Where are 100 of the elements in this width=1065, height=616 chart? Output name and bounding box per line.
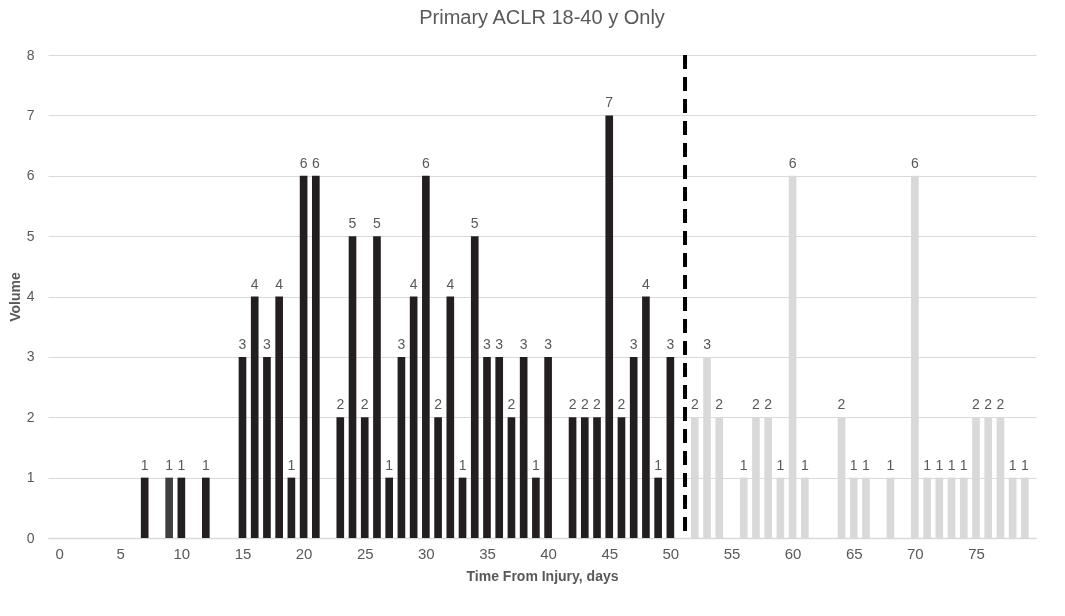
y-tick-label: 4 bbox=[26, 288, 35, 304]
bar bbox=[360, 417, 369, 538]
bar bbox=[263, 356, 271, 538]
data-label: 1 bbox=[739, 456, 748, 473]
data-label: 1 bbox=[531, 456, 540, 473]
data-label: 3 bbox=[544, 335, 553, 352]
data-label: 1 bbox=[287, 456, 296, 473]
bar bbox=[373, 236, 381, 538]
data-label: 4 bbox=[250, 275, 259, 292]
data-label: 3 bbox=[483, 335, 492, 352]
data-label: 2 bbox=[593, 396, 602, 413]
x-tick-label: 20 bbox=[295, 544, 313, 562]
data-label: 6 bbox=[311, 154, 320, 171]
data-label: 1 bbox=[140, 456, 149, 473]
data-label: 2 bbox=[972, 396, 981, 413]
bar bbox=[642, 296, 650, 538]
data-label: 3 bbox=[238, 335, 247, 352]
x-tick-label: 10 bbox=[173, 544, 191, 562]
data-label: 1 bbox=[177, 456, 186, 473]
y-tick-label: 6 bbox=[26, 167, 35, 184]
data-label: 1 bbox=[959, 456, 968, 473]
x-tick-label: 40 bbox=[540, 544, 557, 562]
bar bbox=[519, 356, 528, 538]
data-label: 1 bbox=[458, 456, 467, 473]
data-label: 1 bbox=[1008, 456, 1017, 473]
bar bbox=[605, 115, 614, 538]
data-label: 1 bbox=[201, 456, 210, 473]
data-label: 6 bbox=[788, 154, 797, 171]
data-label: 2 bbox=[580, 396, 589, 413]
y-tick-label: 0 bbox=[26, 529, 35, 546]
bar bbox=[201, 477, 210, 538]
bar bbox=[422, 175, 430, 538]
bar bbox=[238, 356, 247, 538]
bar bbox=[470, 236, 479, 538]
x-tick-label: 55 bbox=[723, 544, 741, 562]
data-label: 2 bbox=[507, 396, 516, 413]
bar bbox=[532, 477, 540, 538]
data-label: 5 bbox=[373, 215, 382, 232]
data-label: 3 bbox=[495, 335, 504, 352]
data-label: 4 bbox=[275, 275, 284, 292]
x-tick-label: 0 bbox=[55, 544, 64, 562]
data-label: 7 bbox=[605, 94, 614, 111]
data-label: 3 bbox=[263, 335, 272, 352]
bar bbox=[250, 296, 259, 538]
x-tick-label: 25 bbox=[356, 544, 374, 562]
y-tick-label: 3 bbox=[26, 348, 35, 365]
bar bbox=[568, 417, 577, 538]
data-label: 6 bbox=[421, 154, 430, 171]
bar bbox=[275, 296, 283, 538]
bar bbox=[299, 175, 308, 538]
y-tick-label: 5 bbox=[26, 227, 35, 244]
bar bbox=[483, 356, 491, 538]
data-label: 2 bbox=[996, 396, 1005, 413]
data-label: 2 bbox=[360, 396, 369, 413]
bar bbox=[629, 356, 638, 538]
y-tick-label: 1 bbox=[26, 469, 35, 486]
bar bbox=[495, 356, 504, 538]
data-label: 2 bbox=[837, 396, 846, 413]
x-tick-label: 30 bbox=[418, 544, 435, 562]
data-label: 4 bbox=[446, 275, 455, 292]
data-label: 1 bbox=[776, 456, 785, 473]
data-label: 1 bbox=[654, 456, 663, 473]
data-label: 1 bbox=[800, 456, 809, 473]
bar bbox=[580, 417, 589, 538]
data-label: 2 bbox=[715, 396, 724, 413]
data-label: 5 bbox=[348, 215, 357, 232]
chart-title: Primary ACLR 18-40 y Only bbox=[419, 6, 665, 28]
bar bbox=[409, 296, 418, 538]
data-label: 2 bbox=[617, 396, 626, 413]
data-label: 1 bbox=[862, 456, 871, 473]
y-axis-title: Volume bbox=[6, 272, 23, 322]
x-tick-label: 70 bbox=[907, 544, 924, 562]
x-tick-label: 50 bbox=[662, 544, 680, 562]
data-label: 4 bbox=[409, 275, 418, 292]
data-label: 1 bbox=[385, 456, 394, 473]
data-label: 2 bbox=[434, 396, 443, 413]
data-label: 6 bbox=[299, 154, 308, 171]
bar bbox=[666, 356, 675, 538]
bar bbox=[654, 477, 662, 538]
bar bbox=[177, 477, 186, 538]
data-label: 1 bbox=[165, 456, 174, 473]
bar bbox=[348, 236, 357, 538]
data-label: 1 bbox=[849, 456, 858, 473]
bar bbox=[446, 296, 455, 538]
data-label: 2 bbox=[690, 396, 699, 413]
bar bbox=[336, 417, 345, 538]
bar bbox=[140, 477, 149, 538]
data-label: 1 bbox=[886, 456, 895, 473]
bar bbox=[397, 356, 406, 538]
data-label: 2 bbox=[336, 396, 345, 413]
bar bbox=[287, 477, 296, 538]
bar bbox=[165, 477, 173, 538]
x-tick-label: 5 bbox=[116, 544, 125, 562]
data-label: 5 bbox=[470, 215, 479, 232]
data-label: 2 bbox=[984, 396, 993, 413]
data-label: 3 bbox=[397, 335, 406, 352]
data-label: 3 bbox=[703, 335, 712, 352]
x-tick-label: 60 bbox=[784, 544, 802, 562]
data-label: 1 bbox=[923, 456, 932, 473]
x-tick-label: 65 bbox=[845, 544, 863, 562]
